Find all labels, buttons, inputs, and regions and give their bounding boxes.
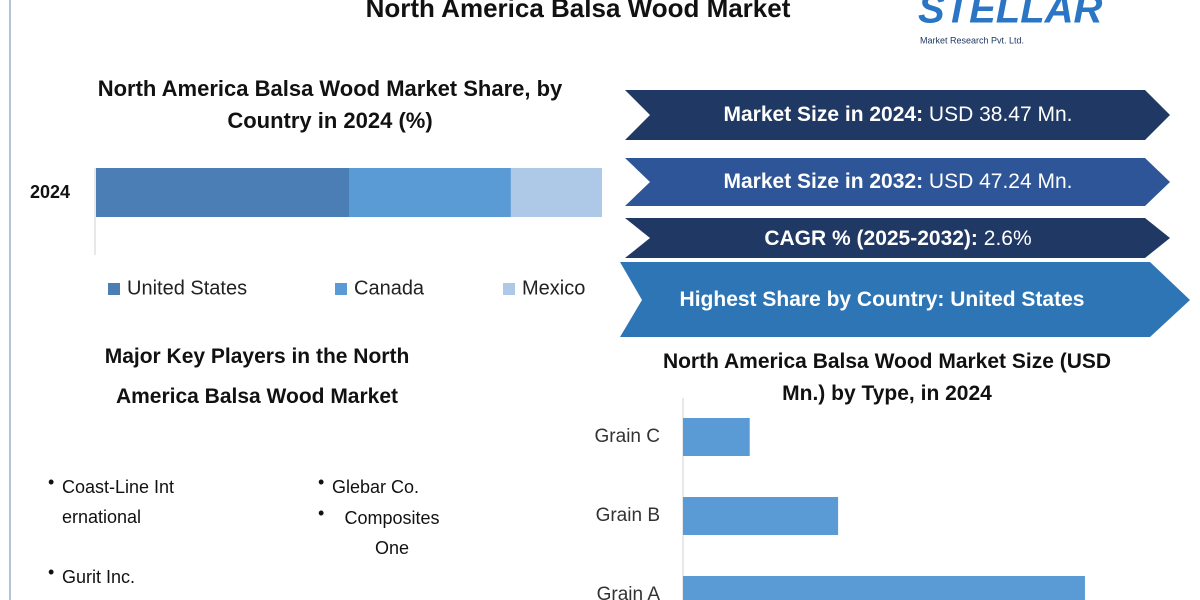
legend-swatch <box>503 283 515 295</box>
key-player-name: Composites One <box>344 508 440 558</box>
bar-segment <box>96 168 349 217</box>
legend-swatch <box>108 283 120 295</box>
key-player: • Coast-Line International <box>48 472 180 532</box>
logo-tagline: Market Research Pvt. Ltd. <box>920 35 1024 45</box>
category-label: Grain C <box>595 426 660 447</box>
title-line: Mn.) by Type, in 2024 <box>782 382 992 405</box>
category-label: 2024 <box>30 182 70 202</box>
title-line: America Balsa Wood Market <box>116 385 398 408</box>
highlight-arrow <box>625 158 1170 206</box>
key-player-name: Glebar Co. <box>332 477 420 497</box>
bar-segment <box>349 168 511 217</box>
chart-title: North America Balsa Wood Market Share, b… <box>98 76 563 133</box>
legend-label: Mexico <box>522 277 585 299</box>
title-line: Country in 2024 (%) <box>227 108 432 133</box>
highlight-text: Highest Share by Country: United States <box>680 288 1085 311</box>
key-player: • Composites One <box>318 503 452 563</box>
legend-swatch <box>335 283 347 295</box>
highlight-value: 2.6% <box>978 227 1032 250</box>
key-players-title: Major Key Players in the North America Ba… <box>105 345 410 408</box>
highlight-text: CAGR % (2025-2032): 2.6% <box>764 227 1031 250</box>
bar-segment <box>510 168 602 217</box>
highlight-value: USD 38.47 Mn. <box>923 103 1072 126</box>
highlight-label: Highest Share by Country: United States <box>680 288 1085 311</box>
highlight-label: Market Size in 2024: <box>724 103 924 126</box>
legend-label: United States <box>127 277 247 299</box>
highlight-arrow <box>625 218 1170 258</box>
chart-title: North America Balsa Wood Market Size (US… <box>663 350 1111 405</box>
highlight-arrow <box>625 90 1170 140</box>
page-title: North America Balsa Wood Market <box>366 0 791 23</box>
highlight-text: Market Size in 2032: USD 47.24 Mn. <box>724 170 1073 193</box>
key-player: • Glebar Co. <box>318 472 452 502</box>
title-line: North America Balsa Wood Market Share, b… <box>98 76 563 101</box>
category-label: Grain B <box>596 505 660 526</box>
legend-label: Canada <box>354 277 425 299</box>
highlight-text: Market Size in 2024: USD 38.47 Mn. <box>724 103 1073 126</box>
category-label: Grain A <box>597 584 661 600</box>
highlight-label: Market Size in 2032: <box>724 170 924 193</box>
title-line: Major Key Players in the North <box>105 345 410 368</box>
bar <box>683 418 750 456</box>
key-player: • Gurit Inc. <box>48 562 182 592</box>
highlight-arrow <box>620 262 1190 337</box>
bar <box>683 497 839 535</box>
highlight-value: USD 47.24 Mn. <box>923 170 1072 193</box>
title-line: North America Balsa Wood Market Size (US… <box>663 350 1111 373</box>
highlight-label: CAGR % (2025-2032): <box>764 227 978 250</box>
bar <box>683 576 1085 600</box>
logo-name: STELLAR <box>918 0 1103 32</box>
key-player-name: Gurit Inc. <box>62 567 136 587</box>
key-player-name: Coast-Line International <box>62 477 175 527</box>
